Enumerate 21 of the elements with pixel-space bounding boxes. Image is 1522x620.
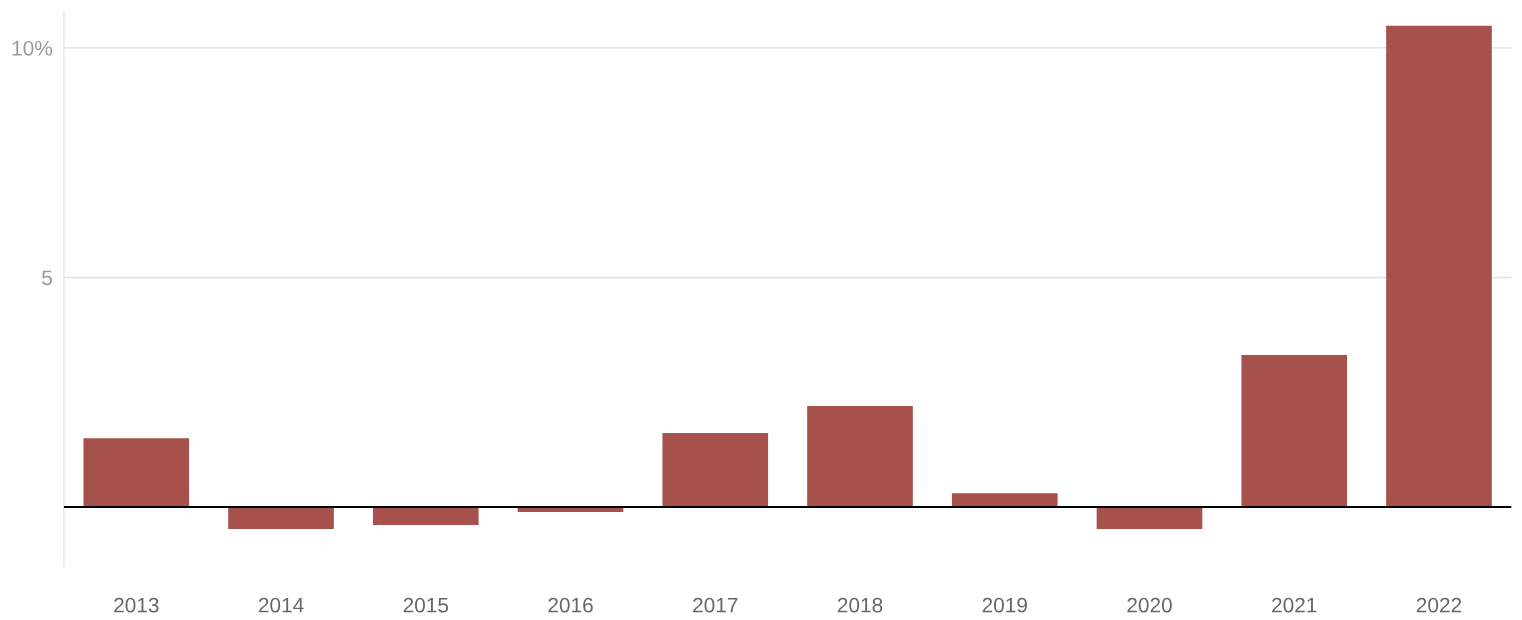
x-tick-label: 2016 <box>548 597 593 613</box>
x-tick-label: 2014 <box>258 597 304 613</box>
x-tick-label: 2020 <box>1127 597 1172 613</box>
bar <box>1096 507 1203 530</box>
y-tick-label: 10% <box>12 40 53 56</box>
x-tick-label: 2013 <box>114 597 159 613</box>
bar <box>807 405 913 507</box>
x-tick-label: 2017 <box>693 597 738 613</box>
bar <box>1386 25 1492 507</box>
bar <box>372 507 479 525</box>
x-tick-label: 2021 <box>1272 597 1317 613</box>
x-tick-label: 2019 <box>982 597 1027 613</box>
x-tick-label: 2018 <box>837 597 883 613</box>
bar <box>662 433 769 507</box>
x-tick-label: 2015 <box>403 597 449 613</box>
bar <box>951 493 1058 507</box>
y-tick-label: 5 <box>42 270 52 286</box>
bar <box>83 438 190 507</box>
x-tick-label: 2022 <box>1416 597 1462 613</box>
bar <box>1241 355 1348 507</box>
bar <box>228 507 334 530</box>
